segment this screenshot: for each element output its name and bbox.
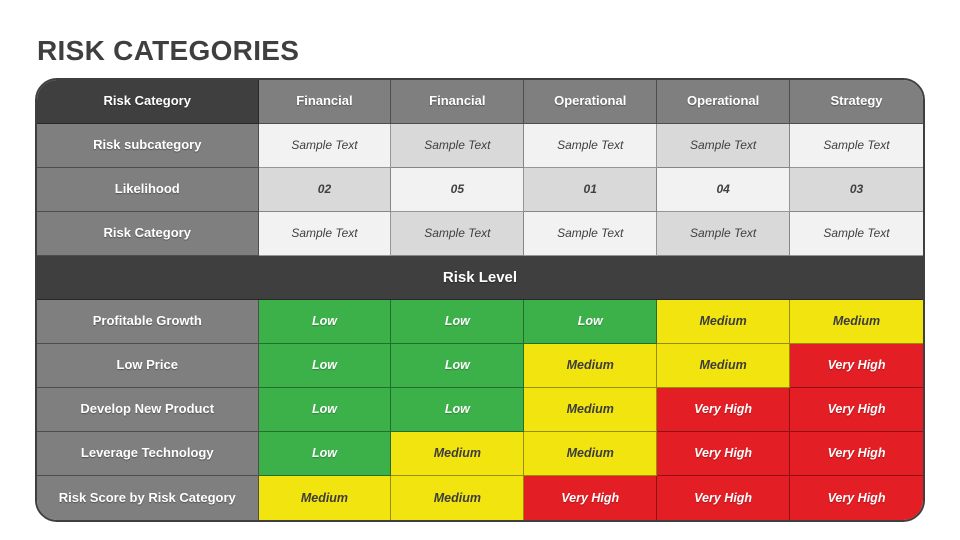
risk-level-cell: Very High xyxy=(657,476,791,520)
row-label-risk-subcategory: Risk subcategory xyxy=(37,124,259,168)
table-cell: Sample Text xyxy=(657,212,791,256)
column-header-operational-2: Operational xyxy=(657,80,791,124)
table-cell: Sample Text xyxy=(391,212,525,256)
risk-level-cell: Very High xyxy=(790,344,923,388)
risk-level-cell: Very High xyxy=(657,388,791,432)
row-label-risk-score: Risk Score by Risk Category xyxy=(37,476,259,520)
table-cell: Sample Text xyxy=(790,124,923,168)
risk-level-cell: Low xyxy=(391,344,525,388)
risk-level-cell: Low xyxy=(258,388,392,432)
risk-level-cell: Medium xyxy=(391,476,525,520)
table-cell: Sample Text xyxy=(524,124,658,168)
table-cell: Sample Text xyxy=(524,212,658,256)
row-label-profitable-growth: Profitable Growth xyxy=(37,300,259,344)
risk-level-cell: Low xyxy=(258,300,392,344)
risk-level-cell: Medium xyxy=(524,344,658,388)
table-cell: Sample Text xyxy=(258,124,392,168)
risk-level-cell: Very High xyxy=(524,476,658,520)
risk-level-cell: Low xyxy=(391,300,525,344)
table-cell: Sample Text xyxy=(258,212,392,256)
row-label-low-price: Low Price xyxy=(37,344,259,388)
table-cell: Sample Text xyxy=(657,124,791,168)
column-header-strategy: Strategy xyxy=(790,80,923,124)
likelihood-value: 02 xyxy=(258,168,392,212)
risk-level-cell: Medium xyxy=(657,344,791,388)
row-label-develop-new-product: Develop New Product xyxy=(37,388,259,432)
page-title: RISK CATEGORIES xyxy=(37,34,300,66)
likelihood-value: 01 xyxy=(524,168,658,212)
risk-level-cell: Very High xyxy=(790,476,923,520)
risk-level-cell: Very High xyxy=(657,432,791,476)
risk-level-cell: Medium xyxy=(657,300,791,344)
table-cell: Sample Text xyxy=(790,212,923,256)
likelihood-value: 03 xyxy=(790,168,923,212)
row-label-leverage-technology: Leverage Technology xyxy=(37,432,259,476)
risk-level-cell: Medium xyxy=(790,300,923,344)
risk-level-cell: Very High xyxy=(790,432,923,476)
likelihood-value: 04 xyxy=(657,168,791,212)
risk-level-cell: Medium xyxy=(524,432,658,476)
risk-level-cell: Medium xyxy=(258,476,392,520)
risk-level-cell: Low xyxy=(524,300,658,344)
risk-level-cell: Low xyxy=(391,388,525,432)
column-header-operational-1: Operational xyxy=(524,80,658,124)
risk-categories-table: Risk Category Financial Financial Operat… xyxy=(35,78,925,522)
row-label-risk-category: Risk Category xyxy=(37,212,259,256)
risk-level-cell: Medium xyxy=(524,388,658,432)
table-cell: Sample Text xyxy=(391,124,525,168)
risk-level-cell: Low xyxy=(258,344,392,388)
row-label-likelihood: Likelihood xyxy=(37,168,259,212)
column-header-financial-2: Financial xyxy=(391,80,525,124)
header-risk-category: Risk Category xyxy=(37,80,259,124)
likelihood-value: 05 xyxy=(391,168,525,212)
column-header-financial-1: Financial xyxy=(258,80,392,124)
section-header-risk-level: Risk Level xyxy=(37,256,923,300)
risk-level-cell: Medium xyxy=(391,432,525,476)
risk-level-cell: Low xyxy=(258,432,392,476)
risk-level-cell: Very High xyxy=(790,388,923,432)
